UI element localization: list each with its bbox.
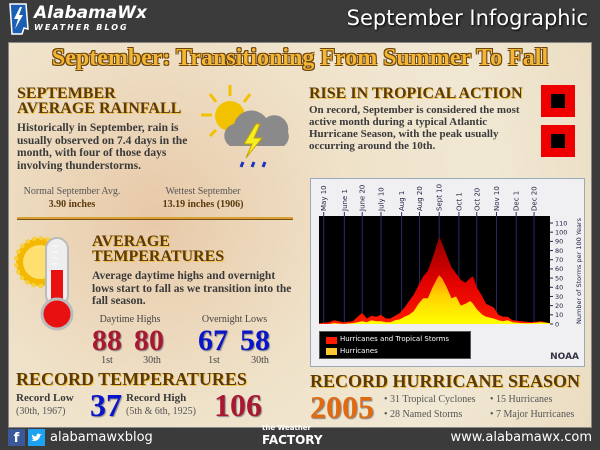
rainfall-section: SEPTEMBER AVERAGE RAINFALL <box>17 85 217 117</box>
x-tick-label: Oct 1 <box>455 192 463 211</box>
x-tick-label: May 10 <box>320 185 328 211</box>
legend-swatch-red <box>326 337 337 344</box>
temps-heading-2: TEMPERATURES <box>92 248 225 265</box>
y-tick-label: 70 <box>555 256 563 264</box>
thermometer-sun-icon <box>14 236 74 331</box>
logo-subtitle: WEATHER BLOG <box>34 23 129 32</box>
main-title: September: Transitioning From Summer To … <box>51 45 549 71</box>
y-tick-label: 10 <box>555 311 563 319</box>
social-handle[interactable]: alabamawxblog <box>50 430 153 445</box>
records-heading: RECORD TEMPERATURES <box>16 369 247 389</box>
temps-body: Average daytime highs and overnight lows… <box>92 270 292 307</box>
y-tick-label: 20 <box>555 302 563 310</box>
chart-legend: Hurricanes and Tropical Storms Hurricane… <box>319 331 471 359</box>
normal-rain-value: 3.90 inches <box>48 199 96 210</box>
record-high-label: Record High <box>126 392 187 404</box>
wettest-value: 13.19 inches (1906) <box>162 199 244 210</box>
legend-swatch-yellow <box>326 348 337 355</box>
alabama-logo-icon <box>9 3 29 35</box>
record-low-value: 37 <box>90 387 122 423</box>
tropical-body: On record, September is considered the m… <box>309 104 520 152</box>
x-tick-label: July 10 <box>377 187 385 212</box>
chart-source: NOAA <box>550 352 579 362</box>
record-high-date: (5th & 6th, 1925) <box>126 406 196 417</box>
y-tick-label: 80 <box>555 247 563 255</box>
x-tick-label: Sept 10 <box>436 184 444 211</box>
y-tick-label: 30 <box>555 293 563 301</box>
y-tick-label: 110 <box>555 219 567 227</box>
thunderstorm-icon <box>201 85 289 168</box>
x-tick-label: Nov 10 <box>493 186 501 211</box>
logo-name: AlabamaWx <box>34 3 147 23</box>
series-area-hurricanes <box>319 275 550 324</box>
low-1st-value: 67 <box>198 324 228 357</box>
x-tick-label: Oct 20 <box>473 188 481 211</box>
y-tick-label: 50 <box>555 274 563 282</box>
low-30th-label: 30th <box>251 355 269 366</box>
low-30th-value: 58 <box>240 324 270 357</box>
low-1st-label: 1st <box>208 355 220 366</box>
high-30th-value: 80 <box>134 324 164 357</box>
record-high-value: 106 <box>214 387 262 423</box>
y-axis-label: Number of Storms per 100 Years <box>575 217 583 324</box>
legend-label-storms: Hurricanes and Tropical Storms <box>340 335 450 343</box>
bullet-named-storms: • 28 Named Storms <box>384 409 463 420</box>
bullet-hurricanes: • 15 Hurricanes <box>490 394 553 405</box>
normal-rain-label: Normal September Avg. <box>23 186 121 197</box>
high-1st-value: 88 <box>92 324 122 357</box>
high-30th-label: 30th <box>143 355 161 366</box>
hurricane-warning-flags-icon <box>541 85 575 157</box>
x-tick-label: Aug 1 <box>398 191 406 211</box>
hurricane-season-heading: RECORD HURRICANE SEASON <box>310 371 581 391</box>
weather-factory-logo: FACTORY <box>262 433 323 447</box>
series-area-storms <box>319 236 550 324</box>
wettest-label: Wettest September <box>165 186 241 197</box>
highs-label: Daytime Highs <box>99 314 161 325</box>
x-tick-label: June 1 <box>341 189 349 212</box>
website-url[interactable]: www.alabamawx.com <box>450 430 592 445</box>
record-low-date: (30th, 1967) <box>16 406 66 417</box>
record-low-label: Record Low <box>16 392 74 404</box>
x-tick-label: June 20 <box>359 185 367 212</box>
rainfall-heading-2: AVERAGE RAINFALL <box>17 100 182 117</box>
x-tick-label: Aug 20 <box>416 186 424 211</box>
x-tick-label: Dec 20 <box>531 186 539 211</box>
high-1st-label: 1st <box>101 355 113 366</box>
bullet-tropical-cyclones: • 31 Tropical Cyclones <box>384 394 476 405</box>
rainfall-body: Historically in September, rain is usual… <box>17 122 188 172</box>
temps-heading-1: AVERAGE <box>92 233 170 250</box>
y-tick-label: 90 <box>555 238 563 246</box>
section-divider <box>17 217 293 220</box>
y-tick-label: 60 <box>555 265 563 273</box>
weather-factory-small: the Weather <box>262 424 311 432</box>
facebook-icon[interactable]: f <box>8 429 25 446</box>
legend-label-hurricanes: Hurricanes <box>340 347 378 355</box>
y-tick-label: 100 <box>555 228 567 236</box>
bullet-major-hurricanes: • 7 Major Hurricanes <box>490 409 575 420</box>
twitter-icon[interactable] <box>28 429 45 446</box>
temps-heading: AVERAGE TEMPERATURES <box>92 233 225 265</box>
chart-svg: May 10 June 1 June 20 July 10 Aug 1 Aug 20 Sep… <box>319 184 583 328</box>
record-season-year: 2005 <box>310 389 374 425</box>
x-tick-label: Dec 1 <box>513 191 521 211</box>
tropical-heading: RISE IN TROPICAL ACTION <box>309 85 523 102</box>
page-title: September Infographic <box>346 6 588 30</box>
rainfall-heading-1: SEPTEMBER <box>17 85 116 102</box>
y-tick-label: 0 <box>555 320 559 328</box>
lows-label: Overnight Lows <box>201 314 268 325</box>
hurricane-frequency-chart: May 10 June 1 June 20 July 10 Aug 1 Aug 20 Sep… <box>310 178 585 367</box>
y-tick-label: 40 <box>555 284 563 292</box>
